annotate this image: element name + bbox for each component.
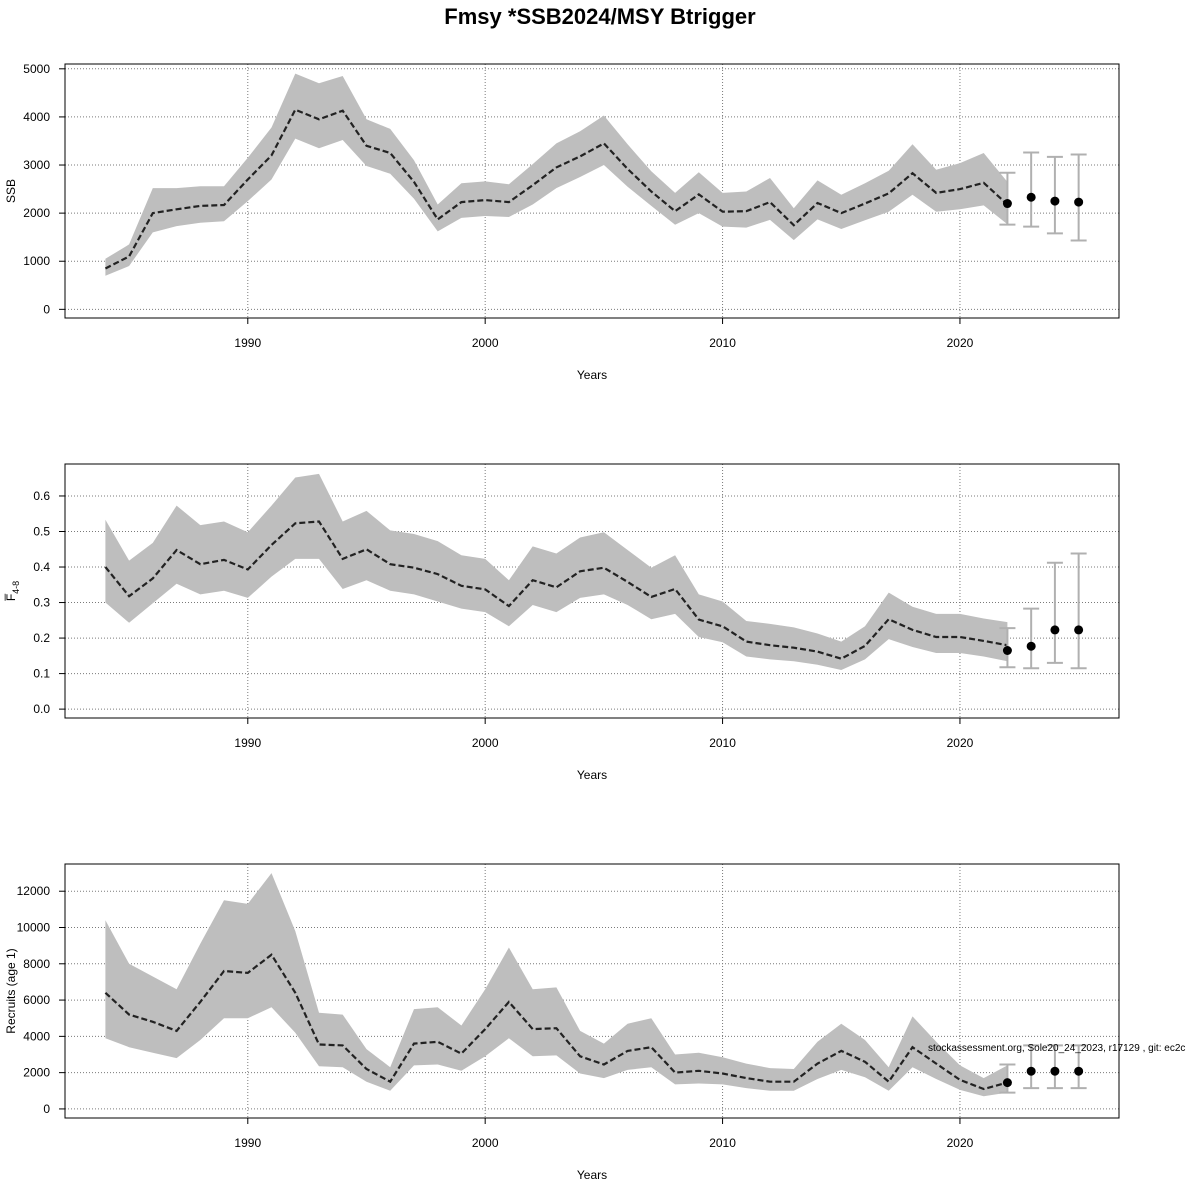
y-tick-label: 5000 bbox=[23, 62, 50, 76]
y-tick-label: 0.1 bbox=[33, 667, 50, 681]
estimate-line bbox=[104, 520, 1008, 660]
forecast-point bbox=[1074, 1066, 1084, 1076]
forecast-point bbox=[1002, 199, 1012, 209]
x-tick-label: 2010 bbox=[709, 1136, 736, 1150]
y-axis-label: F̅4-8 bbox=[4, 581, 21, 601]
forecast-point bbox=[1026, 1066, 1036, 1076]
confidence-band bbox=[105, 873, 1008, 1097]
y-tick-label: 0.3 bbox=[33, 596, 50, 610]
y-tick-label: 6000 bbox=[23, 993, 50, 1007]
chart-title: Fmsy *SSB2024/MSY Btrigger bbox=[444, 4, 756, 29]
confidence-band bbox=[105, 473, 1008, 670]
plot-frame bbox=[64, 63, 1120, 319]
x-tick-label: 1990 bbox=[234, 336, 261, 350]
y-tick-label: 4000 bbox=[23, 110, 50, 124]
x-tick-label: 2000 bbox=[472, 736, 499, 750]
forecast-point bbox=[1026, 192, 1036, 202]
ssb-panel: 1990 2000 2010 2020 0 1000 2000 3000 4000 5000 Yea… bbox=[4, 62, 1120, 382]
x-axis-label: Years bbox=[577, 368, 607, 382]
y-tick-label: 12000 bbox=[17, 884, 51, 898]
forecast-point bbox=[1074, 197, 1084, 207]
y-tick-label: 0 bbox=[43, 1102, 50, 1116]
forecast-errorbar bbox=[1046, 155, 1063, 235]
plot-frame bbox=[64, 863, 1120, 1119]
y-axis-label: SSB bbox=[4, 179, 18, 203]
y-tick-label: 10000 bbox=[17, 921, 51, 935]
y-tick-label: 4000 bbox=[23, 1029, 50, 1043]
x-tick-label: 2020 bbox=[947, 736, 974, 750]
y-tick-label: 0.4 bbox=[33, 560, 50, 574]
forecast-point bbox=[1050, 196, 1060, 206]
y-tick-label: 0.0 bbox=[33, 702, 50, 716]
y-tick-label: 2000 bbox=[23, 1066, 50, 1080]
y-axis-label-subscript: 4-8 bbox=[11, 581, 21, 594]
forecast-errorbar bbox=[1070, 552, 1087, 670]
forecast-point bbox=[1050, 1066, 1060, 1076]
confidence-band bbox=[105, 73, 1008, 276]
forecast-errorbar bbox=[1023, 151, 1040, 228]
y-tick-label: 0.6 bbox=[33, 489, 50, 503]
y-tick-label: 0 bbox=[43, 302, 50, 316]
x-tick-label: 2010 bbox=[709, 336, 736, 350]
y-tick-label: 8000 bbox=[23, 957, 50, 971]
x-axis-label: Years bbox=[577, 768, 607, 782]
forecast-point bbox=[1074, 625, 1084, 635]
forecast-errorbar bbox=[1070, 153, 1087, 242]
x-tick-label: 2000 bbox=[472, 1136, 499, 1150]
estimate-line bbox=[104, 953, 1008, 1091]
forecast-errorbar bbox=[1046, 561, 1063, 664]
fishing-mortality-panel: 1990 2000 2010 2020 0.0 0.1 0.2 0.3 0.4 0.5 0.6 Yea… bbox=[4, 463, 1120, 782]
y-tick-label: 1000 bbox=[23, 254, 50, 268]
y-tick-label: 3000 bbox=[23, 158, 50, 172]
forecast-point bbox=[1050, 625, 1060, 635]
forecast-point bbox=[1026, 641, 1036, 651]
estimate-line bbox=[104, 108, 1009, 270]
x-tick-label: 2000 bbox=[472, 336, 499, 350]
y-tick-label: 0.2 bbox=[33, 631, 50, 645]
y-axis-label: Recruits (age 1) bbox=[4, 948, 18, 1033]
footnote: stockassessment.org, Sole20_24_2023, r17… bbox=[928, 1043, 1185, 1054]
forecast-point bbox=[1002, 646, 1012, 656]
x-tick-label: 2020 bbox=[947, 336, 974, 350]
y-tick-label: 2000 bbox=[23, 206, 50, 220]
forecast-errorbar bbox=[999, 171, 1016, 226]
plot-frame bbox=[64, 463, 1120, 719]
x-axis-label: Years bbox=[577, 1168, 607, 1182]
y-tick-label: 0.5 bbox=[33, 524, 50, 538]
forecast-point bbox=[1002, 1078, 1012, 1088]
x-tick-label: 1990 bbox=[234, 1136, 261, 1150]
recruitment-panel: 1990 2000 2010 2020 0 2000 4000 6000 8000 10000 12… bbox=[4, 863, 1120, 1182]
x-tick-label: 2010 bbox=[709, 736, 736, 750]
forecast-errorbar bbox=[1023, 607, 1040, 670]
x-tick-label: 2020 bbox=[947, 1136, 974, 1150]
x-tick-label: 1990 bbox=[234, 736, 261, 750]
